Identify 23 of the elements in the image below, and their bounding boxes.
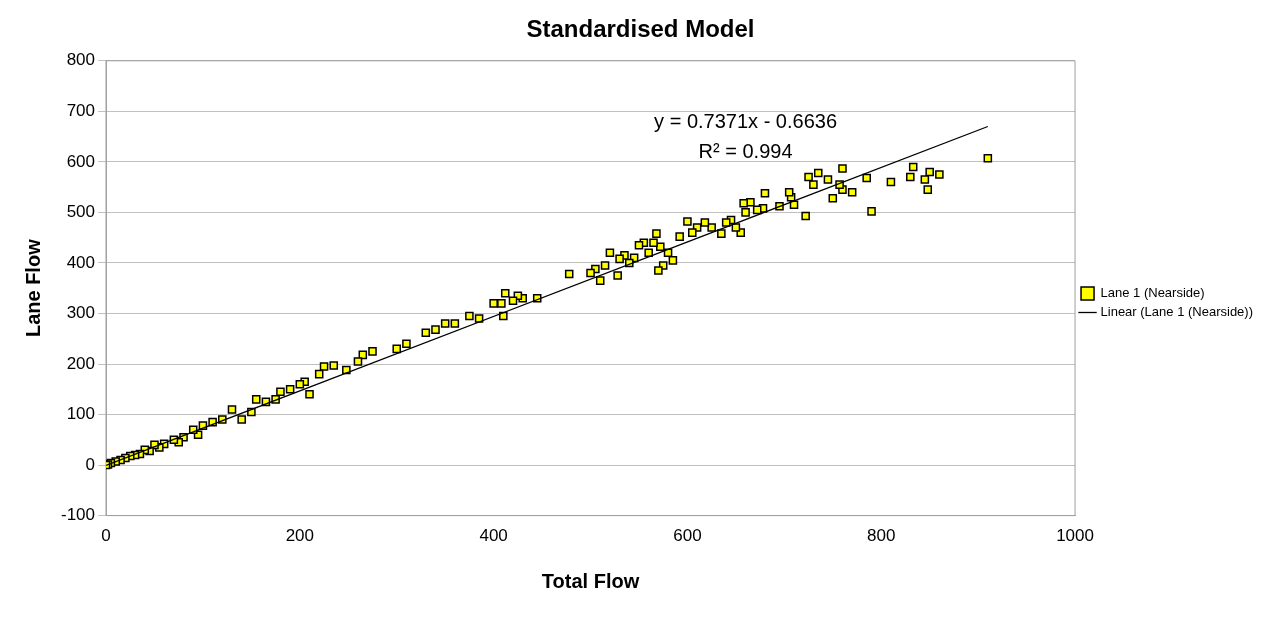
x-tick-label: 200 [285, 526, 315, 546]
x-tick-label: 1000 [1056, 526, 1094, 546]
legend-label: Linear (Lane 1 (Nearside)) [1100, 304, 1253, 320]
y-tick-label: 0 [85, 454, 96, 474]
legend-label: Lane 1 (Nearside) [1100, 285, 1205, 301]
y-tick-label: 700 [66, 101, 96, 121]
y-tick-label: 600 [66, 151, 96, 171]
x-tick-label: 0 [101, 526, 111, 546]
y-tick-label: 100 [66, 404, 96, 424]
annotation: y = 0.7371x - 0.6636 [654, 109, 838, 132]
y-tick-label: 800 [66, 50, 96, 70]
chart-title: Standardised Model [526, 15, 755, 43]
y-tick-label: 500 [66, 202, 96, 222]
y-axis-title: Lane Flow [21, 238, 44, 338]
y-tick-label: 300 [66, 303, 96, 323]
y-tick-label: 400 [66, 252, 96, 272]
x-axis-title: Total Flow [541, 569, 640, 592]
x-tick-label: 400 [479, 526, 508, 546]
annotation: R² = 0.994 [698, 139, 793, 162]
y-tick-label: 200 [66, 353, 96, 373]
x-tick-label: 800 [867, 526, 896, 546]
x-tick-label: 600 [673, 526, 702, 546]
y-tick-label: -100 [60, 505, 96, 525]
